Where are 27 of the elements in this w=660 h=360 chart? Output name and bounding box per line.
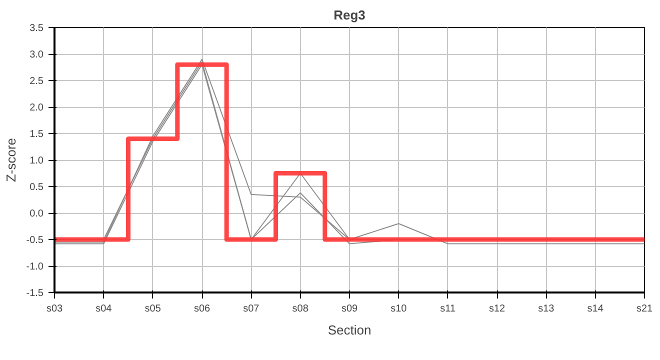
x-tick-label: s11 bbox=[440, 304, 456, 314]
x-tick-label: s04 bbox=[96, 304, 112, 314]
x-axis-title: Section bbox=[328, 322, 372, 338]
x-tick-label: s05 bbox=[144, 304, 162, 314]
x-tick-label: s13 bbox=[538, 304, 555, 314]
y-axis-title: Z-score bbox=[3, 138, 18, 182]
y-tick-label: 3.0 bbox=[30, 50, 44, 60]
y-tick-label: -0.5 bbox=[26, 235, 44, 246]
y-tick-label: 0.5 bbox=[30, 182, 44, 193]
chart-title: Reg3 bbox=[334, 8, 366, 22]
x-tick-label: s07 bbox=[243, 304, 260, 314]
y-tick-label: 3.5 bbox=[30, 23, 44, 34]
y-tick-label: -1.5 bbox=[26, 288, 44, 299]
y-tick-label: 1.5 bbox=[30, 129, 44, 140]
y-tick-label: 2.5 bbox=[30, 76, 44, 87]
y-tick-label: 2.0 bbox=[30, 102, 44, 114]
x-tick-label: s06 bbox=[194, 304, 210, 314]
x-tick-label: s09 bbox=[341, 304, 358, 314]
y-tick-label: 1.0 bbox=[30, 156, 44, 166]
y-tick-label: 0.0 bbox=[30, 208, 44, 220]
x-tick-label: s10 bbox=[390, 304, 408, 314]
x-tick-label: s08 bbox=[292, 304, 309, 314]
x-tick-label: s03 bbox=[46, 304, 63, 314]
y-tick-label: -1.0 bbox=[26, 262, 44, 272]
x-tick-label: s14 bbox=[587, 304, 604, 314]
x-tick-label: s21 bbox=[636, 304, 653, 314]
x-tick-label: s12 bbox=[488, 304, 506, 314]
